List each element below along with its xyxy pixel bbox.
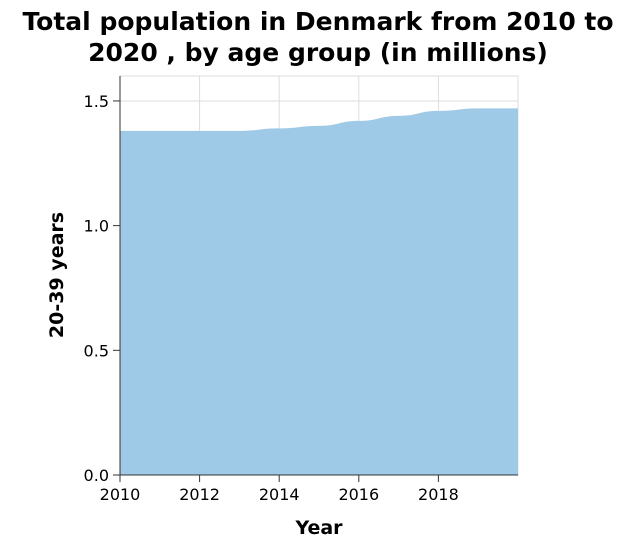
x-tick-label: 2018: [418, 485, 459, 504]
x-tick-label: 2010: [100, 485, 141, 504]
x-tick-label: 2016: [338, 485, 379, 504]
x-axis-ticks: 2010 2012 2014 2016 2018: [100, 475, 459, 504]
y-axis-ticks: 0.0 0.5 1.0 1.5: [84, 92, 120, 485]
y-tick-label: 1.0: [84, 217, 109, 236]
chart-title-line-1: Total population in Denmark from 2010 to: [22, 7, 613, 36]
y-axis-label: 20-39 years: [46, 212, 68, 338]
area-series-20-39-years: [120, 108, 518, 475]
x-tick-label: 2014: [259, 485, 300, 504]
y-tick-label: 0.5: [84, 341, 109, 360]
y-tick-label: 1.5: [84, 92, 109, 111]
x-tick-label: 2012: [179, 485, 220, 504]
x-axis-label: Year: [294, 517, 343, 539]
chart-title-line-2: 2020 , by age group (in millions): [88, 38, 548, 67]
y-tick-label: 0.0: [84, 466, 109, 485]
